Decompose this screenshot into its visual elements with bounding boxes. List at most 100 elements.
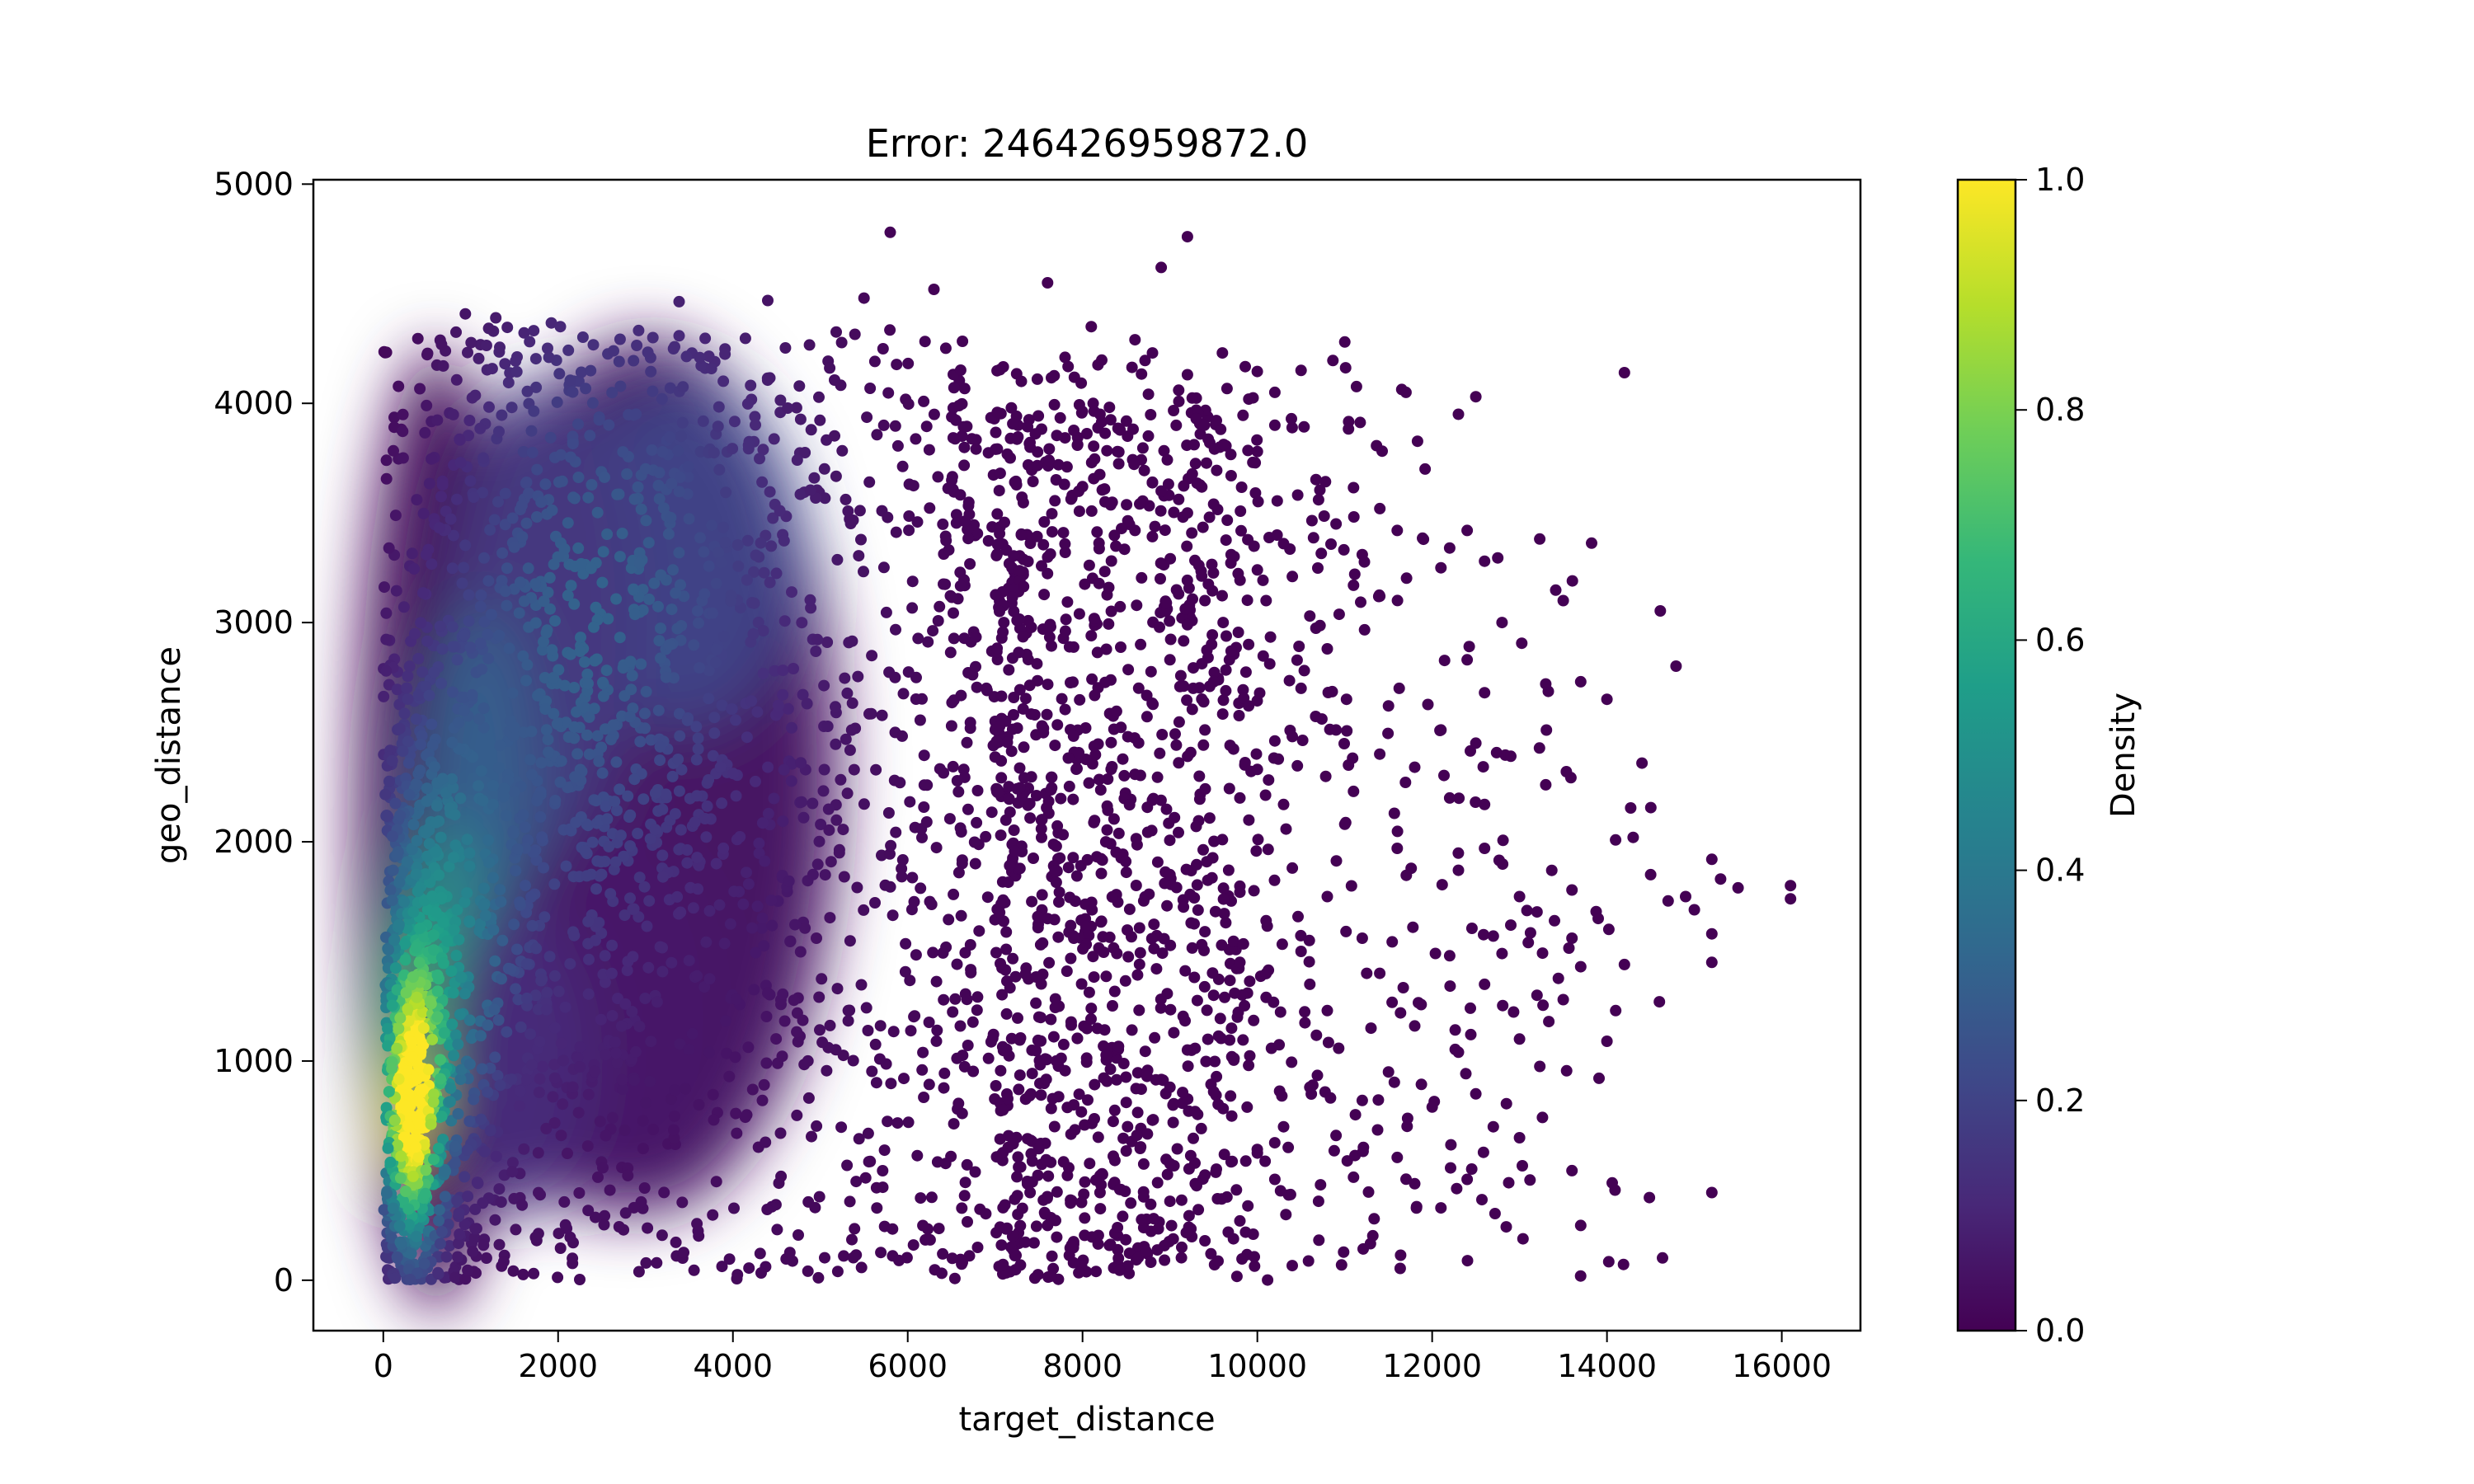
data-point [1216, 708, 1229, 721]
data-point [703, 665, 715, 677]
data-point [877, 561, 890, 574]
data-point [890, 526, 902, 538]
data-point [858, 798, 870, 810]
data-point [1188, 971, 1201, 984]
data-point [1250, 748, 1263, 760]
data-point [1284, 1188, 1296, 1200]
data-point [938, 1067, 951, 1079]
data-point [569, 771, 581, 783]
data-point [441, 935, 454, 947]
data-point [1516, 637, 1528, 650]
data-point [553, 476, 565, 488]
data-point [1037, 937, 1049, 949]
data-point [947, 432, 959, 444]
data-point [1117, 1210, 1129, 1223]
data-point [1280, 1209, 1292, 1221]
data-point [862, 1025, 874, 1036]
data-point [452, 1038, 464, 1050]
data-point [424, 995, 436, 1007]
data-point [446, 621, 459, 633]
data-point [534, 1036, 546, 1048]
data-point [967, 1016, 979, 1028]
data-point [397, 1131, 410, 1144]
data-point [601, 528, 614, 540]
data-point [816, 973, 828, 985]
data-point [454, 1073, 467, 1085]
data-point [710, 1176, 722, 1188]
data-point [645, 1036, 657, 1048]
data-point [462, 346, 473, 359]
data-point [447, 782, 459, 794]
data-point [651, 1256, 663, 1269]
data-point [1330, 1129, 1343, 1142]
data-point [423, 477, 435, 490]
data-point [809, 1201, 821, 1214]
data-point [1083, 986, 1095, 998]
data-point [1138, 464, 1150, 477]
data-point [508, 721, 520, 734]
data-point [924, 1233, 936, 1246]
data-point [417, 507, 430, 519]
data-point [404, 1274, 416, 1285]
data-point [996, 989, 1009, 1001]
data-point [1191, 477, 1203, 490]
data-point [1164, 834, 1176, 847]
data-point [433, 1204, 445, 1216]
data-point [669, 1084, 681, 1097]
data-point [606, 387, 618, 399]
data-point [1207, 1086, 1220, 1098]
data-point [1205, 1247, 1217, 1260]
data-point [1120, 1145, 1132, 1157]
data-point [1477, 761, 1489, 773]
data-point [952, 1097, 965, 1110]
data-point [1164, 633, 1177, 646]
data-point [785, 775, 797, 787]
data-point [1374, 748, 1386, 760]
data-point [1260, 914, 1272, 927]
data-point [1093, 577, 1105, 589]
data-point [397, 408, 409, 420]
data-point [492, 495, 504, 508]
data-point [555, 755, 567, 768]
data-point [1009, 845, 1021, 857]
data-point [812, 1271, 825, 1284]
y-tick-label: 0 [274, 1262, 294, 1298]
data-point [1232, 627, 1244, 638]
data-point [1177, 1010, 1189, 1022]
data-point [689, 816, 701, 829]
data-point [532, 791, 544, 803]
data-point [482, 1086, 494, 1098]
data-point [1259, 1155, 1272, 1167]
data-point [1335, 1259, 1348, 1271]
data-point [453, 1207, 465, 1219]
data-point [971, 1004, 983, 1017]
data-point [496, 973, 507, 985]
data-point [1251, 564, 1263, 576]
data-point [796, 617, 808, 629]
data-point [916, 1064, 929, 1076]
data-point [1243, 700, 1255, 712]
data-point [1216, 939, 1228, 951]
data-point [1059, 351, 1071, 364]
data-point [623, 711, 636, 723]
data-point [411, 991, 423, 1003]
data-point [742, 878, 755, 890]
data-point [938, 767, 950, 779]
data-point [649, 824, 661, 836]
data-point [896, 871, 908, 883]
data-point [692, 883, 704, 895]
data-point [1160, 597, 1173, 609]
data-point [1662, 895, 1674, 907]
data-point [582, 1088, 595, 1101]
data-point [506, 687, 519, 699]
data-point [969, 1166, 981, 1178]
data-point [1063, 780, 1075, 792]
data-point [940, 534, 952, 547]
data-point [1141, 1070, 1153, 1082]
data-point [871, 429, 883, 441]
data-point [1164, 868, 1176, 881]
data-point [1239, 999, 1251, 1012]
data-point [1225, 470, 1237, 481]
data-point [499, 487, 511, 500]
data-point [774, 1127, 787, 1139]
